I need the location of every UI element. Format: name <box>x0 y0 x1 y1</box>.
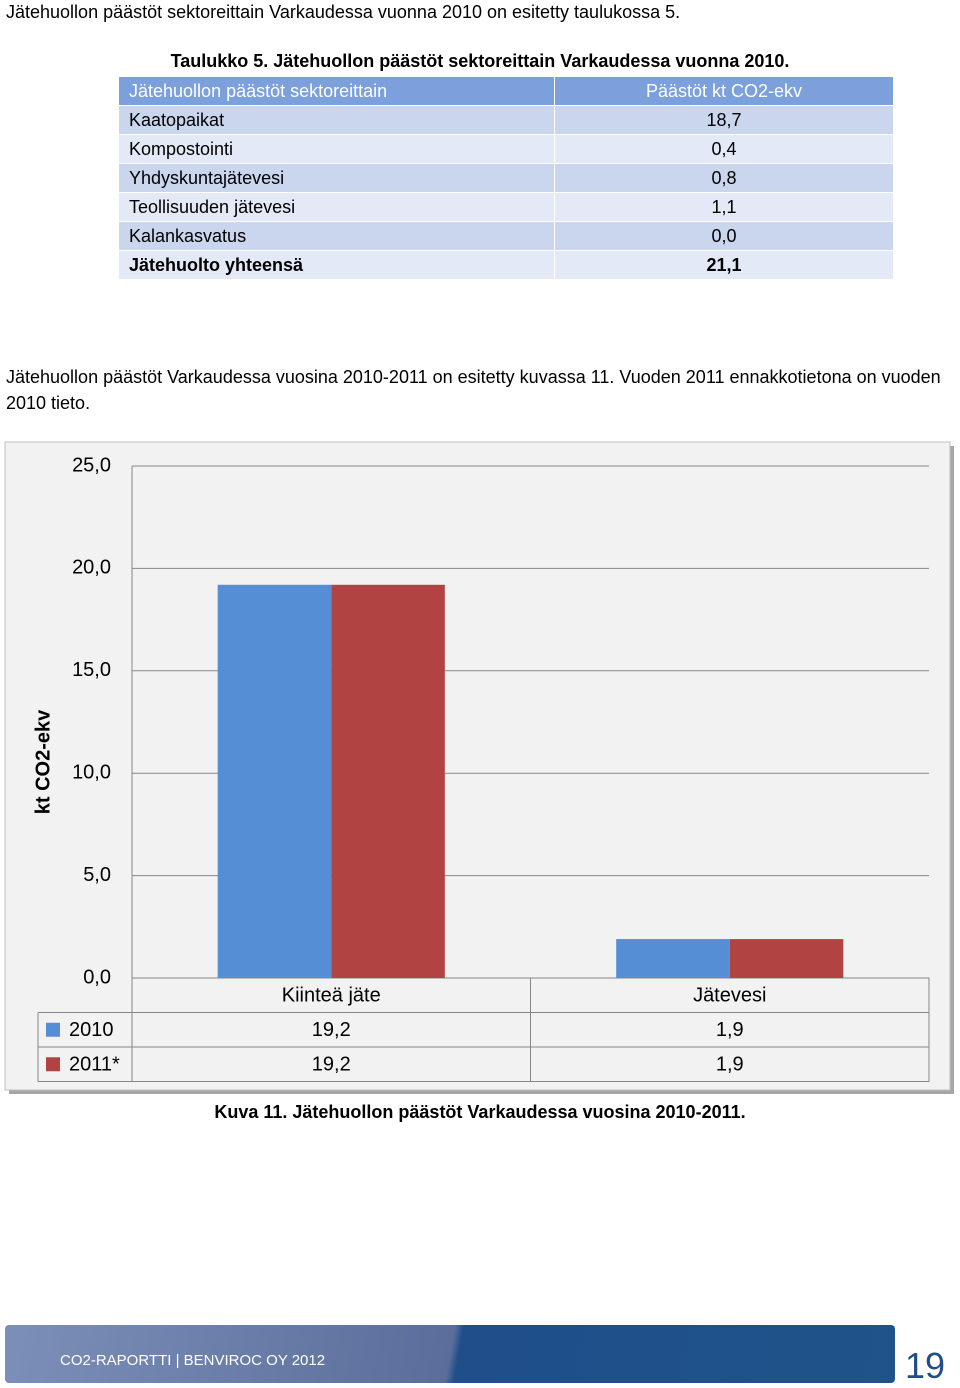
footer-text: CO2-RAPORTTI | BENVIROC OY 2012 <box>60 1352 326 1369</box>
y-tick-label: 20,0 <box>72 557 111 579</box>
bar <box>616 939 730 978</box>
bar <box>217 584 332 978</box>
data-label: 19,2 <box>312 1019 351 1041</box>
y-tick-label: 15,0 <box>72 659 111 681</box>
table-cell: 0,8 <box>554 163 894 193</box>
y-tick-label: 10,0 <box>72 761 111 783</box>
legend-swatch <box>46 1022 60 1037</box>
table-cell: 21,1 <box>554 250 894 280</box>
data-label: 19,2 <box>312 1054 351 1076</box>
y-tick-label: 0,0 <box>83 966 111 988</box>
table-cell: 1,1 <box>554 192 894 222</box>
table-cell: Teollisuuden jätevesi <box>118 192 555 222</box>
table-cell: Jätehuolto yhteensä <box>118 250 555 280</box>
chart: kt CO2-ekv 0,0 5,0 10,0 15,0 20,0 25,0 Kiinteä… <box>4 441 954 1094</box>
table-cell: Yhdyskuntajätevesi <box>118 163 555 193</box>
table-cell: 18,7 <box>554 105 894 135</box>
legend-label: 2010 <box>69 1019 114 1041</box>
table-row: Kaatopaikat 18,7 <box>118 105 894 135</box>
table-caption: Taulukko 5. Jätehuollon päästöt sektorei… <box>170 51 790 71</box>
legend-label: 2011* <box>69 1054 120 1076</box>
intro-text: Jätehuollon päästöt sektoreittain Varkau… <box>6 2 681 22</box>
legend-swatch <box>46 1057 60 1072</box>
table-row: Kompostointi 0,4 <box>118 134 894 164</box>
page-number: 19 <box>905 1345 946 1386</box>
table-row: Jätehuollon päästöt sektoreittain Päästöt… <box>118 76 894 106</box>
paragraph: Jätehuollon päästöt Varkaudessa vuosina … <box>6 367 941 413</box>
table-cell: Kaatopaikat <box>118 105 555 135</box>
table: Jätehuollon päästöt sektoreittain Päästöt… <box>118 76 894 280</box>
table-row: Jätehuolto yhteensä 21,1 <box>118 250 894 280</box>
y-tick-label: 5,0 <box>83 864 111 886</box>
table-cell: 0,0 <box>554 221 894 251</box>
table-cell: Jätehuollon päästöt sektoreittain <box>118 76 555 106</box>
table-row: Teollisuuden jätevesi 1,1 <box>118 192 894 222</box>
table-cell: Päästöt kt CO2-ekv <box>554 76 894 106</box>
data-label: 1,9 <box>716 1054 744 1076</box>
figure-caption: Kuva 11. Jätehuollon päästöt Varkaudessa… <box>214 1102 746 1122</box>
table-cell: 0,4 <box>554 134 894 164</box>
x-tick-label: Kiinteä jäte <box>282 985 381 1007</box>
bar <box>331 584 445 978</box>
y-axis-label: kt CO2-ekv <box>32 709 54 814</box>
table-row: Yhdyskuntajätevesi 0,8 <box>118 163 894 193</box>
table-cell: Kompostointi <box>118 134 555 164</box>
table-row: Kalankasvatus 0,0 <box>118 221 894 251</box>
table-cell: Kalankasvatus <box>118 221 555 251</box>
footer-banner <box>5 1325 895 1383</box>
y-tick-label: 25,0 <box>72 454 111 476</box>
x-tick-label: Jätevesi <box>693 985 766 1007</box>
data-label: 1,9 <box>716 1019 744 1041</box>
bar <box>729 939 844 978</box>
